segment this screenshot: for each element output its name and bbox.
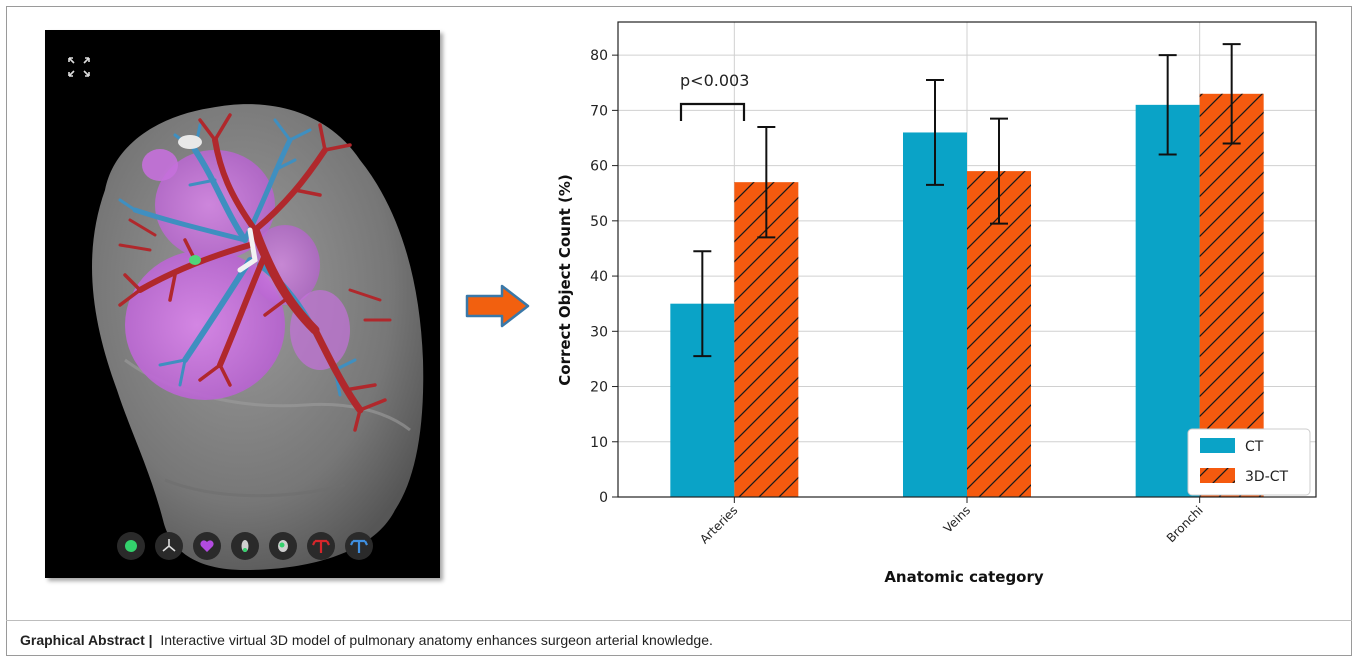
x-tick-label: Veins [941,503,973,535]
x-axis-label: Anatomic category [884,568,1044,586]
plot-frame [617,21,1317,498]
bar-hatch [967,171,1031,497]
y-tick-label: 10 [590,435,608,451]
x-tick-label: Bronchi [1164,503,1206,545]
3d-viewer[interactable] [45,30,440,578]
y-tick-label: 60 [590,159,608,175]
skeleton-icon[interactable] [155,532,183,560]
legend-label-ct: CT [1245,439,1264,455]
x-tick-label: Arteries [697,503,740,546]
significance-bracket [679,102,746,121]
figure-frame [6,6,1352,656]
chart-canvas: 0 10 20 30 40 50 60 70 80 Arteries Veins Bronchi p<… [556,21,1317,586]
bronchus-tree-icon[interactable] [345,532,373,560]
artery-tree-icon[interactable] [307,532,335,560]
caption-divider [6,620,1352,621]
figure-caption: Graphical Abstract | Interactive virtual… [20,632,713,648]
significance-label: p<0.003 [680,71,749,90]
green-dot-icon[interactable] [117,532,145,560]
caption-label: Graphical Abstract | [20,632,153,648]
y-tick-label: 80 [590,48,608,64]
legend-swatch-3dct-hatch [1200,468,1235,483]
viewer-toolbar [117,532,373,560]
y-axis-label: Correct Object Count (%) [556,174,574,385]
lymph-node-icon[interactable] [231,532,259,560]
legend-swatch-ct [1200,438,1235,453]
y-tick-label: 30 [590,324,608,340]
y-tick-label: 50 [590,214,608,230]
bar-chart: 0 10 20 30 40 50 60 70 80 Arteries Veins Bronchi p<… [540,16,1320,606]
lesion-icon[interactable] [269,532,297,560]
bar-ct-veins [903,132,967,497]
3d-model [68,57,424,571]
y-tick-label: 0 [599,490,608,506]
legend: CT 3D-CT [1187,428,1311,496]
caption-text: Interactive virtual 3D model of pulmonar… [160,632,713,648]
y-tick-label: 20 [590,380,608,396]
expand-icon[interactable] [68,57,90,77]
heart-icon[interactable] [193,532,221,560]
y-tick-label: 40 [590,269,608,285]
y-tick-label: 70 [590,103,608,119]
legend-label-3dct: 3D-CT [1245,469,1289,485]
arrow-icon [464,283,532,334]
